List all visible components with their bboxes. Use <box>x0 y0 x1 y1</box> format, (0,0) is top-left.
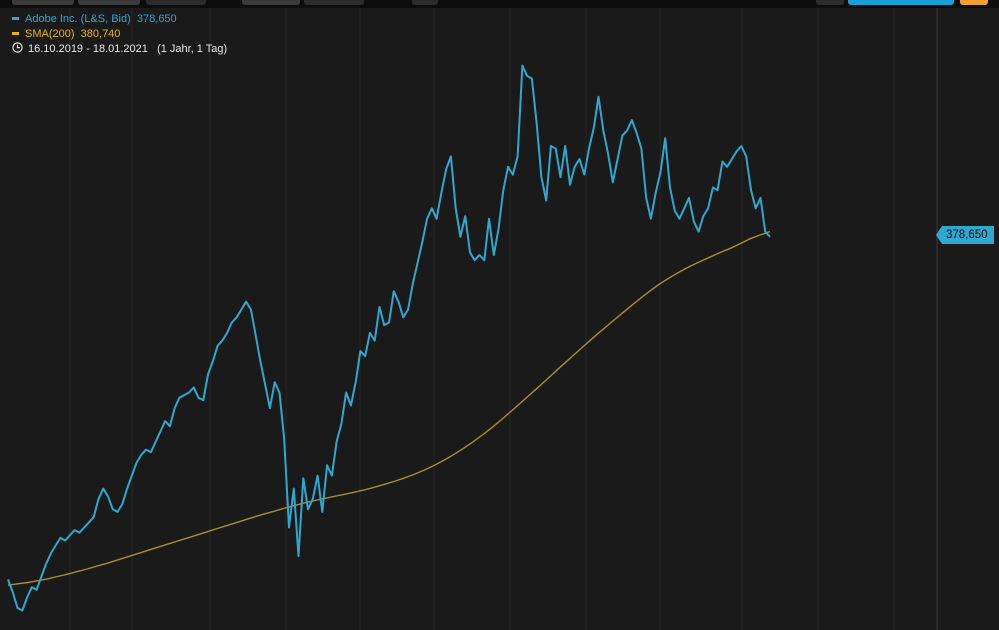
clock-icon <box>12 42 23 53</box>
sma-swatch-icon <box>12 31 19 35</box>
price-line <box>7 64 771 612</box>
legend-sma-name: SMA(200) <box>25 28 75 40</box>
period-label: (1 Jahr, 1 Tag) <box>157 43 228 55</box>
legend-sma-value: 380,740 <box>80 28 121 40</box>
toolbar-accent-button[interactable] <box>960 0 988 5</box>
toolbar-tab-4[interactable] <box>242 0 300 5</box>
current-price-tag: 378,650 <box>936 226 994 244</box>
sma-200-line <box>7 230 771 586</box>
toolbar-tab-5[interactable] <box>304 0 364 5</box>
legend-price-name: Adobe Inc. (L&S, Bid) <box>25 13 131 25</box>
vertical-gridlines <box>69 8 895 630</box>
legend-range: 16.10.2019 - 18.01.2021 (1 Jahr, 1 Tag) <box>12 41 227 57</box>
toolbar-tab-3[interactable] <box>146 0 206 5</box>
legend-price: Adobe Inc. (L&S, Bid) 378,650 <box>12 11 177 27</box>
legend-price-value: 378,650 <box>136 13 177 25</box>
toolbar-primary-button[interactable] <box>848 0 954 5</box>
legend-sma: SMA(200) 380,740 <box>12 26 120 42</box>
toolbar-tab-7[interactable] <box>816 0 844 5</box>
toolbar-strip <box>0 0 999 8</box>
price-swatch-icon <box>12 16 19 20</box>
toolbar-tab-6[interactable] <box>412 0 438 5</box>
toolbar-tab-2[interactable] <box>78 0 140 5</box>
date-range: 16.10.2019 - 18.01.2021 <box>28 43 148 55</box>
toolbar-tab-1[interactable] <box>12 0 74 5</box>
